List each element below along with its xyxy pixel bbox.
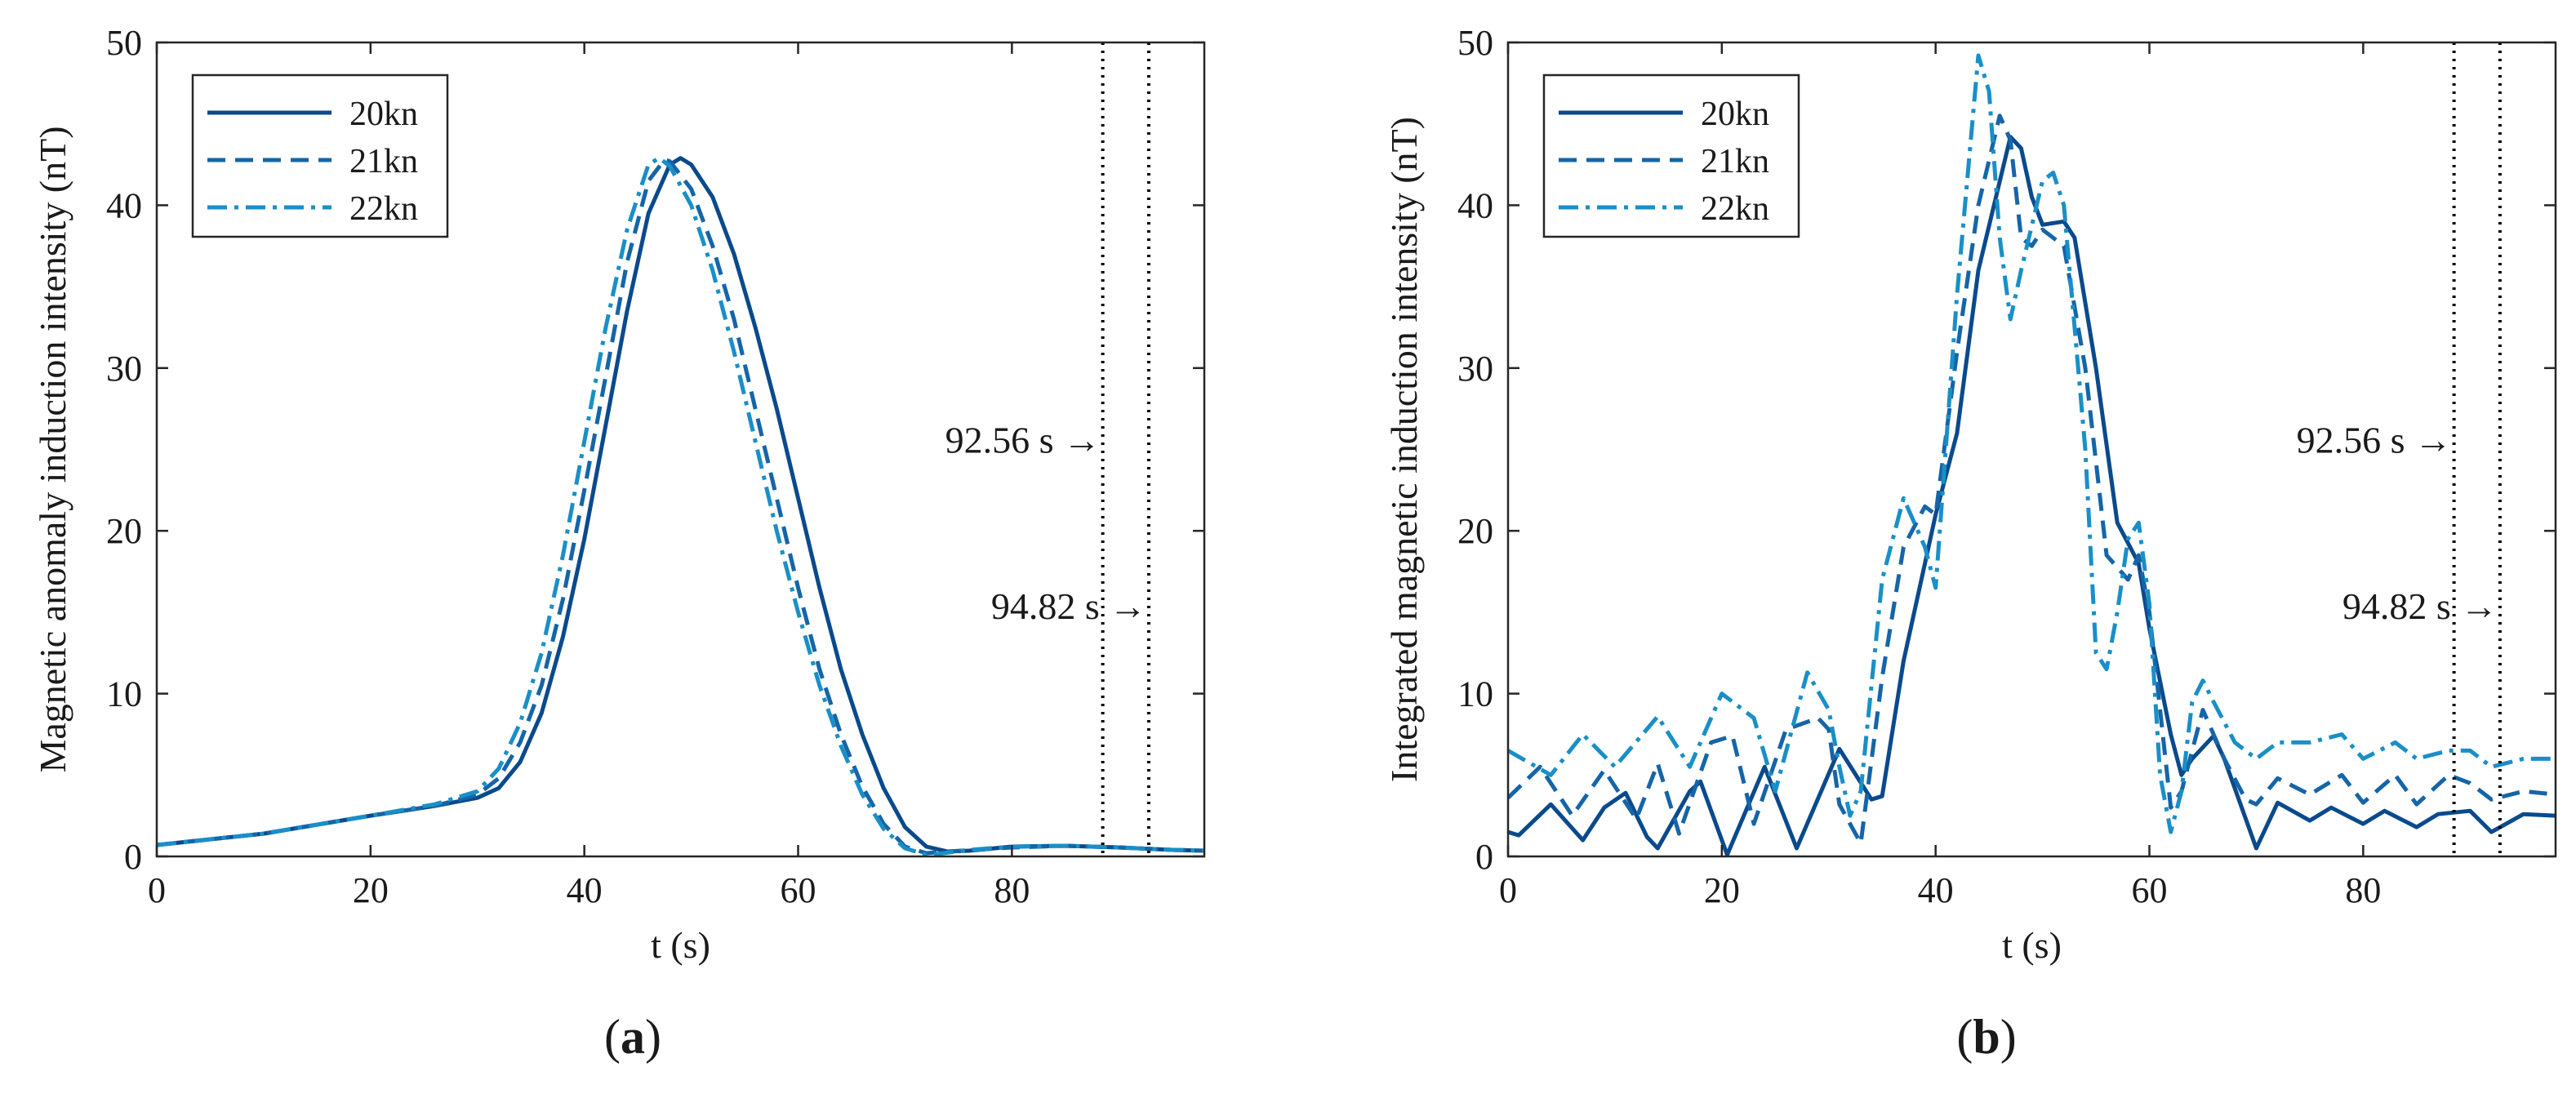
x-tick-label: 0: [1499, 870, 1517, 910]
panel-b: 0 20 40 60 80 0 10 20 30 40 50 t (s) Integrated magn…: [1383, 23, 2557, 1064]
x-tick-label: 60: [781, 870, 816, 910]
x-tick-label: 20: [1704, 870, 1740, 910]
axes-box: [155, 41, 1206, 858]
x-tick-label: 40: [567, 870, 603, 910]
panel-tag: (a): [604, 1010, 661, 1064]
axes-box: [1506, 41, 2557, 858]
y-axis-title: Magnetic anomaly induction intensity (nT…: [32, 126, 73, 772]
legend: 20kn 21kn 22kn: [1542, 73, 1800, 238]
legend: 20kn 21kn 22kn: [191, 73, 449, 238]
x-tick-label: 80: [2345, 870, 2381, 910]
panel-tag-close: ): [645, 1010, 661, 1064]
legend-box: [1542, 73, 1800, 238]
y-tick-label: 30: [1457, 349, 1493, 389]
legend-label-22kn: 22kn: [1701, 190, 1769, 228]
series-line-22kn: [157, 156, 1204, 856]
panel-tag-open: (: [604, 1010, 621, 1064]
annotation-1: 92.56 s →: [2297, 419, 2452, 460]
y-tick-label: 50: [106, 23, 142, 63]
y-tick-label: 0: [1475, 837, 1493, 877]
x-tick-label: 60: [2132, 870, 2168, 910]
y-tick-label: 20: [106, 511, 142, 551]
x-tick-label: 0: [148, 870, 166, 910]
annotation-1: 92.56 s →: [945, 419, 1101, 460]
series-line-22kn: [1508, 53, 2556, 834]
y-axis-title: Integrated magnetic induction intensity …: [1383, 117, 1425, 782]
legend-label-20kn: 20kn: [349, 96, 418, 133]
annotation-2: 94.82 s →: [991, 585, 1146, 627]
y-tick-label: 10: [1457, 674, 1493, 714]
y-tick-label: 40: [1457, 185, 1493, 225]
x-tick-label: 40: [1918, 870, 1954, 910]
y-tick-label: 30: [106, 349, 142, 389]
y-tick-label: 50: [1457, 23, 1493, 63]
panel-tag-open: (: [1956, 1010, 1973, 1064]
legend-box: [191, 73, 449, 238]
y-tick-label: 10: [106, 674, 142, 714]
legend-label-21kn: 21kn: [349, 143, 418, 180]
y-tick-label: 0: [124, 837, 142, 877]
series-line-21kn: [157, 158, 1204, 856]
series-line-21kn: [1508, 113, 2556, 846]
panel-tag-letter: b: [1973, 1010, 2000, 1064]
x-axis-title: t (s): [651, 924, 710, 966]
annotation-2: 94.82 s →: [2342, 585, 2498, 627]
series-line-20kn: [157, 156, 1204, 854]
legend-label-22kn: 22kn: [349, 190, 418, 228]
legend-label-21kn: 21kn: [1701, 143, 1769, 180]
y-tick-label: 20: [1457, 511, 1493, 551]
panel-tag-letter: a: [621, 1010, 645, 1064]
y-tick-label: 40: [106, 185, 142, 225]
x-axis-title: t (s): [2002, 924, 2062, 966]
panel-tag: (b): [1956, 1010, 2016, 1064]
panel-a: 0 20 40 60 80 0 10 20 30 40 50 t (s) Magnetic anomal…: [32, 23, 1206, 1064]
panel-tag-close: ): [2000, 1010, 2017, 1064]
x-tick-label: 80: [994, 870, 1030, 910]
x-tick-label: 20: [353, 870, 389, 910]
legend-label-20kn: 20kn: [1701, 96, 1769, 133]
series-line-20kn: [1508, 135, 2556, 856]
